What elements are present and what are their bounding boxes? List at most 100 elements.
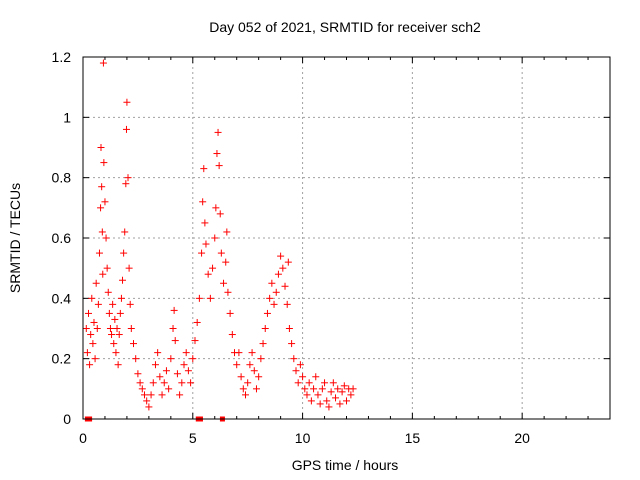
data-point [222, 258, 230, 266]
data-point [202, 240, 210, 248]
data-point [149, 379, 157, 387]
data-point [340, 382, 348, 390]
data-point [347, 391, 355, 399]
data-point [143, 397, 151, 405]
y-tick-label: 0 [63, 411, 71, 427]
data-point [130, 340, 138, 348]
data-point [92, 279, 100, 287]
data-point [257, 355, 265, 363]
data-point [158, 391, 166, 399]
data-point [327, 388, 335, 396]
data-point [97, 204, 105, 212]
data-point [235, 349, 243, 357]
data-point [97, 144, 105, 151]
data-point [151, 361, 159, 369]
data-point [94, 300, 102, 308]
data-point [110, 340, 118, 348]
data-point [136, 379, 144, 387]
chart-title: Day 052 of 2021, SRMTID for receiver sch… [209, 19, 481, 35]
data-point [307, 397, 315, 405]
data-point [299, 373, 307, 381]
data-point [170, 306, 178, 314]
data-point [250, 367, 258, 375]
data-point [195, 294, 203, 302]
data-point [138, 385, 146, 393]
data-point [122, 180, 130, 188]
data-point [204, 270, 212, 278]
data-point [334, 385, 342, 393]
y-tick-label: 0.2 [52, 351, 72, 367]
data-point [223, 228, 231, 236]
data-point [178, 379, 186, 387]
data-point [160, 379, 168, 387]
data-point [200, 165, 208, 173]
data-point [167, 355, 175, 363]
plot-frame [82, 56, 611, 420]
data-point [270, 300, 278, 308]
data-point [332, 394, 340, 402]
data-point [233, 361, 241, 369]
data-point [220, 279, 228, 287]
data-point [95, 249, 103, 257]
data-point [112, 349, 120, 357]
y-axis-label: SRMTID / TECUs [7, 183, 23, 293]
data-point [103, 264, 111, 272]
data-point [206, 294, 214, 302]
data-point [246, 361, 254, 369]
data-point [182, 349, 190, 357]
data-point [171, 337, 179, 345]
y-tick-label: 1 [63, 109, 71, 125]
data-point [211, 234, 219, 242]
data-point [294, 379, 302, 387]
data-point [321, 379, 329, 387]
data-point [102, 234, 110, 242]
data-point [87, 331, 95, 339]
data-point [109, 300, 117, 308]
data-point [90, 318, 98, 326]
data-point [301, 385, 309, 393]
x-tick-label: 5 [189, 430, 197, 446]
data-point [212, 204, 220, 212]
data-point [191, 337, 199, 345]
data-point [86, 361, 94, 369]
data-point [228, 331, 236, 339]
data-point [105, 309, 113, 317]
data-points [82, 59, 357, 422]
data-point [274, 270, 282, 278]
data-point [156, 373, 164, 381]
data-point [201, 219, 209, 227]
data-point [314, 391, 322, 399]
x-tick-label: 15 [405, 430, 421, 446]
data-point [91, 355, 99, 363]
data-point [266, 294, 274, 302]
x-axis-label: GPS time / hours [292, 457, 399, 473]
y-tick-label: 0.4 [52, 290, 72, 306]
data-point [116, 309, 124, 317]
data-point [111, 315, 119, 323]
data-point [285, 325, 293, 332]
data-point [288, 340, 296, 348]
data-point [310, 385, 318, 393]
data-point [124, 174, 132, 182]
data-point [312, 373, 320, 381]
data-point [132, 355, 140, 363]
data-point [104, 288, 112, 296]
data-point [187, 379, 195, 387]
data-point [349, 385, 357, 393]
data-point [329, 379, 337, 387]
data-point [325, 403, 333, 411]
data-point [213, 150, 221, 158]
data-point [239, 385, 247, 393]
grid [83, 57, 610, 419]
data-point [237, 373, 245, 381]
data-point [147, 391, 155, 399]
data-point [226, 309, 234, 317]
data-point [224, 288, 232, 296]
data-point [241, 391, 249, 399]
data-point [145, 403, 153, 411]
data-point [255, 373, 263, 381]
data-point [108, 331, 116, 339]
data-point [99, 270, 107, 278]
data-point [215, 162, 223, 170]
data-point [281, 282, 289, 290]
